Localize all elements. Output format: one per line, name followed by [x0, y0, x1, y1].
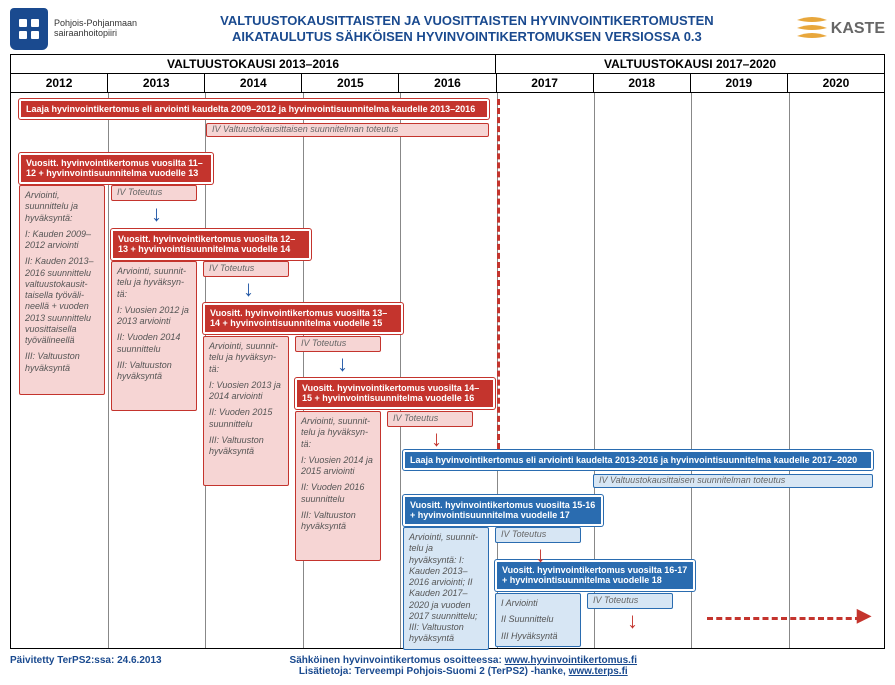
- year-header: 2017: [497, 74, 594, 92]
- r2-hdr: Vuositt. hyvinvointikertomus vuosilta 12…: [111, 229, 311, 260]
- dashed-arrow-horizontal: [707, 617, 861, 620]
- b2-impl: IV Toteutus: [587, 593, 673, 609]
- r1-impl: IV Toteutus: [111, 185, 197, 201]
- year-header: 2014: [205, 74, 302, 92]
- footer-center: Sähköinen hyvinvointikertomus osoitteess…: [162, 655, 765, 677]
- r4-impl: IV Toteutus: [387, 411, 473, 427]
- arrow-right-icon: ▶: [857, 605, 871, 626]
- year-header: 2018: [594, 74, 691, 92]
- footer-left: Päivitetty TerPS2:ssa: 24.6.2013: [10, 655, 162, 677]
- footer-c1-pre: Sähköinen hyvinvointikertomus osoitteess…: [290, 655, 505, 666]
- title-line2: AIKATAULUTUS SÄHKÖISEN HYVINVOINTIKERTOM…: [220, 29, 714, 45]
- footer-link2[interactable]: www.terps.fi: [569, 666, 628, 677]
- b1-body: Arviointi, suunnit-telu ja hyväksyntä: I…: [403, 527, 489, 650]
- b1-hdr: Vuositt. hyvinvointikertomus vuosilta 15…: [403, 495, 603, 526]
- chart-body: Laaja hyvinvointikertomus eli arviointi …: [11, 93, 884, 648]
- year-header: 2020: [788, 74, 884, 92]
- kaste-label: KASTE: [831, 20, 885, 38]
- b-big-impl: IV Valtuustokausittaisen suunnitelman to…: [593, 474, 873, 488]
- b1-impl: IV Toteutus: [495, 527, 581, 543]
- arrow-down-icon: ↓: [243, 276, 254, 302]
- kaste-icon: [797, 16, 827, 42]
- arrow-down-icon: ↓: [337, 351, 348, 377]
- r2-body: Arviointi, suunnit-telu ja hyväksyn-tä:I…: [111, 261, 197, 411]
- timeline-chart: VALTUUSTOKAUSI 2013–2016VALTUUSTOKAUSI 2…: [10, 54, 885, 649]
- year-header: 2019: [691, 74, 788, 92]
- year-row: 201220132014201520162017201820192020: [11, 74, 884, 93]
- r3-impl: IV Toteutus: [295, 336, 381, 352]
- footer-link1[interactable]: www.hyvinvointikertomus.fi: [505, 655, 637, 666]
- r3-hdr: Vuositt. hyvinvointikertomus vuosilta 13…: [203, 303, 403, 334]
- r4-hdr: Vuositt. hyvinvointikertomus vuosilta 14…: [295, 378, 495, 409]
- header: Pohjois-Pohjanmaan sairaanhoitopiiri VAL…: [10, 8, 885, 50]
- arrow-down-icon: ↓: [151, 201, 162, 227]
- arrow-down-icon: ↓: [535, 542, 546, 568]
- r3-body: Arviointi, suunnit-telu ja hyväksyn-tä:I…: [203, 336, 289, 486]
- arrow-down-icon: ↓: [627, 608, 638, 634]
- dashed-divider-vertical: [497, 99, 500, 449]
- title-block: VALTUUSTOKAUSITTAISTEN JA VUOSITTAISTEN …: [220, 13, 714, 46]
- period-header: VALTUUSTOKAUSI 2013–2016: [11, 55, 496, 73]
- logo-left: Pohjois-Pohjanmaan sairaanhoitopiiri: [10, 8, 137, 50]
- r-big-impl: IV Valtuustokausittaisen suunnitelman to…: [206, 123, 489, 137]
- r1-body: Arviointi, suunnittelu ja hyväksyntä:I: …: [19, 185, 105, 395]
- b2-hdr: Vuositt. hyvinvointikertomus vuosilta 16…: [495, 560, 695, 591]
- shield-icon: [10, 8, 48, 50]
- b2-body: I ArviointiII SuunnitteluIII Hyväksyntä: [495, 593, 581, 647]
- footer: Päivitetty TerPS2:ssa: 24.6.2013 Sähköin…: [10, 655, 885, 677]
- r1-hdr: Vuositt. hyvinvointikertomus vuosilta 11…: [19, 153, 213, 184]
- r-big-hdr: Laaja hyvinvointikertomus eli arviointi …: [19, 99, 489, 119]
- b-big-hdr: Laaja hyvinvointikertomus eli arviointi …: [403, 450, 873, 470]
- year-header: 2016: [399, 74, 496, 92]
- year-header: 2012: [11, 74, 108, 92]
- r2-impl: IV Toteutus: [203, 261, 289, 277]
- r4-body: Arviointi, suunnit-telu ja hyväksyn-tä:I…: [295, 411, 381, 561]
- year-header: 2015: [302, 74, 399, 92]
- title-line1: VALTUUSTOKAUSITTAISTEN JA VUOSITTAISTEN …: [220, 13, 714, 29]
- org-line2: sairaanhoitopiiri: [54, 29, 137, 39]
- logo-right: KASTE: [797, 16, 885, 42]
- period-header: VALTUUSTOKAUSI 2017–2020: [496, 55, 884, 73]
- year-header: 2013: [108, 74, 205, 92]
- footer-c2-pre: Lisätietoja: Terveempi Pohjois-Suomi 2 (…: [299, 666, 569, 677]
- period-row: VALTUUSTOKAUSI 2013–2016VALTUUSTOKAUSI 2…: [11, 55, 884, 74]
- arrow-down-icon: ↓: [431, 426, 442, 452]
